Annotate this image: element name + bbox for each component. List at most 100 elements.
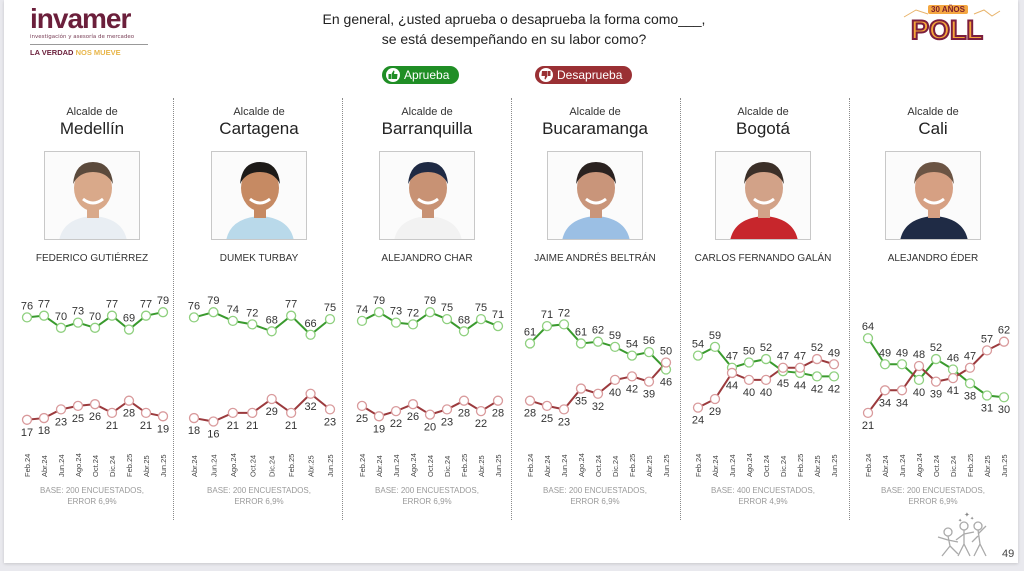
disapprove-data-label: 24	[692, 415, 704, 427]
x-tick-label: Feb.24	[694, 454, 703, 477]
disapprove-point	[896, 385, 908, 396]
approve-point	[913, 374, 925, 386]
disapprove-data-label: 34	[879, 397, 891, 409]
x-tick-label: Dic.24	[443, 456, 452, 477]
approval-line-chart: 54 59 47 50 52 45 44 42 42 24 29 44 40 40 47 47 52 49 Feb.…	[692, 330, 840, 477]
disapprove-point	[72, 400, 84, 412]
x-tick-label: Abr.25	[813, 455, 822, 477]
x-tick-label: Abr.25	[983, 455, 992, 477]
approval-line-chart: 76 79 74 72 68 77 66 75 18 16 21 21 29 21 32 23 Abr.24 Ju…	[188, 295, 336, 477]
disapprove-data-label: 28	[123, 408, 135, 420]
disapprove-point	[964, 362, 976, 373]
x-tick-label: Dic.24	[108, 456, 117, 477]
disapprove-point	[475, 405, 487, 417]
x-tick-label: Abr.25	[645, 455, 654, 477]
disapprove-data-label: 32	[592, 401, 604, 413]
disapprove-point	[726, 367, 738, 379]
disapprove-point	[743, 374, 755, 386]
panel-separator	[173, 98, 174, 520]
base-note: BASE: 400 ENCUESTADOS, ERROR 4,9%	[680, 485, 846, 507]
x-tick-label: Abr.24	[190, 455, 199, 477]
disapprove-point	[862, 407, 874, 419]
disapprove-data-label: 40	[760, 387, 772, 399]
disapprove-data-label: 25	[356, 413, 368, 425]
thumbs-up-icon	[386, 68, 400, 82]
mayor-panel: Alcalde de Barranquilla ALEJANDRO CHAR 74 79…	[344, 100, 510, 520]
disapprove-point	[794, 362, 806, 373]
disapprove-data-label: 49	[828, 347, 840, 359]
disapprove-point	[157, 411, 169, 422]
approve-point	[524, 338, 536, 349]
x-tick-label: Feb.25	[796, 454, 805, 477]
disapprove-data-label: 29	[266, 406, 278, 418]
disapprove-data-label: 62	[998, 325, 1010, 337]
mayor-panel: Alcalde de Bucaramanga JAIME ANDRÉS BELTRÁ…	[512, 100, 678, 520]
approve-data-label: 72	[407, 307, 419, 319]
approve-data-label: 79	[424, 295, 436, 307]
disapprove-data-label: 28	[492, 408, 504, 420]
approve-data-label: 54	[626, 339, 638, 351]
disapprove-point	[592, 388, 604, 399]
disapprove-data-label: 41	[947, 385, 959, 397]
disapprove-data-label: 29	[709, 406, 721, 418]
approval-line-chart: 64 49 49 40 52 46 38 31 30 21 34 34 48 39 41 47 57 62 Feb.…	[862, 321, 1010, 477]
disapprove-data-label: 18	[38, 425, 50, 437]
disapprove-point	[21, 414, 33, 425]
disapprove-point	[626, 371, 638, 382]
x-tick-label: Ago.24	[74, 453, 83, 477]
disapprove-data-label: 52	[811, 342, 823, 354]
mayor-photo	[211, 151, 307, 240]
approve-point	[709, 341, 721, 353]
disapprove-point	[390, 405, 402, 417]
approve-point	[930, 353, 942, 365]
x-tick-label: Abr.24	[881, 455, 890, 477]
mayor-photo	[885, 151, 981, 240]
disapprove-data-label: 23	[324, 416, 336, 428]
x-tick-label: Ago.24	[745, 453, 754, 477]
approve-point	[692, 350, 704, 361]
approve-data-label: 66	[304, 318, 316, 330]
disapprove-point	[123, 395, 135, 406]
approve-data-label: 54	[692, 339, 704, 351]
disapprove-point	[811, 353, 823, 365]
mayor-panel: Alcalde de Cartagena DUMEK TURBAY 76 79 74 72 6…	[176, 100, 342, 520]
approve-data-label: 50	[743, 346, 755, 358]
approve-data-label: 70	[55, 311, 67, 323]
x-tick-label: Feb.24	[526, 454, 535, 477]
approve-data-label: 31	[981, 403, 993, 415]
x-tick-label: Feb.24	[358, 454, 367, 477]
base-sample: BASE: 200 ENCUESTADOS,	[40, 486, 144, 495]
approve-data-label: 72	[246, 307, 258, 319]
approve-point	[541, 320, 553, 332]
approve-point	[441, 313, 453, 325]
x-tick-label: Oct.24	[248, 455, 257, 477]
approve-data-label: 38	[964, 390, 976, 402]
x-tick-label: Ago.24	[409, 453, 418, 477]
legend-approve-label: Aprueba	[404, 68, 450, 82]
disapprove-data-label: 26	[89, 411, 101, 423]
slide: invamer investigación y asesoría de merc…	[4, 0, 1018, 563]
disapprove-data-label: 17	[21, 427, 33, 439]
approve-point	[828, 371, 840, 382]
city-title: Bucaramanga	[542, 119, 648, 138]
approve-data-label: 77	[140, 299, 152, 311]
x-tick-label: Jun.24	[57, 454, 66, 477]
x-tick-label: Jun.25	[326, 454, 335, 477]
disapprove-data-label: 19	[373, 423, 385, 435]
approve-data-label: 76	[188, 300, 200, 312]
logo-wordmark: invamer	[30, 3, 131, 34]
approve-point	[72, 317, 84, 328]
disapprove-point	[998, 336, 1010, 347]
approve-data-label: 61	[524, 326, 536, 338]
approve-data-label: 49	[896, 347, 908, 359]
x-tick-label: Abr.25	[142, 455, 151, 477]
poll-badge-line-icon	[903, 9, 1001, 18]
approve-data-label: 49	[879, 347, 891, 359]
base-note: BASE: 200 ENCUESTADOS, ERROR 6,9%	[512, 485, 678, 507]
disapprove-data-label: 35	[575, 396, 587, 408]
approval-line-chart: 61 71 72 61 62 59 54 56 46 28 25 23 35 32 40 42 39 50 Feb.…	[524, 307, 672, 477]
panel-subtitle: Alcalde de	[66, 106, 118, 118]
approve-point	[208, 307, 219, 318]
approve-data-label: 71	[541, 309, 553, 321]
disapprove-point	[930, 376, 942, 387]
